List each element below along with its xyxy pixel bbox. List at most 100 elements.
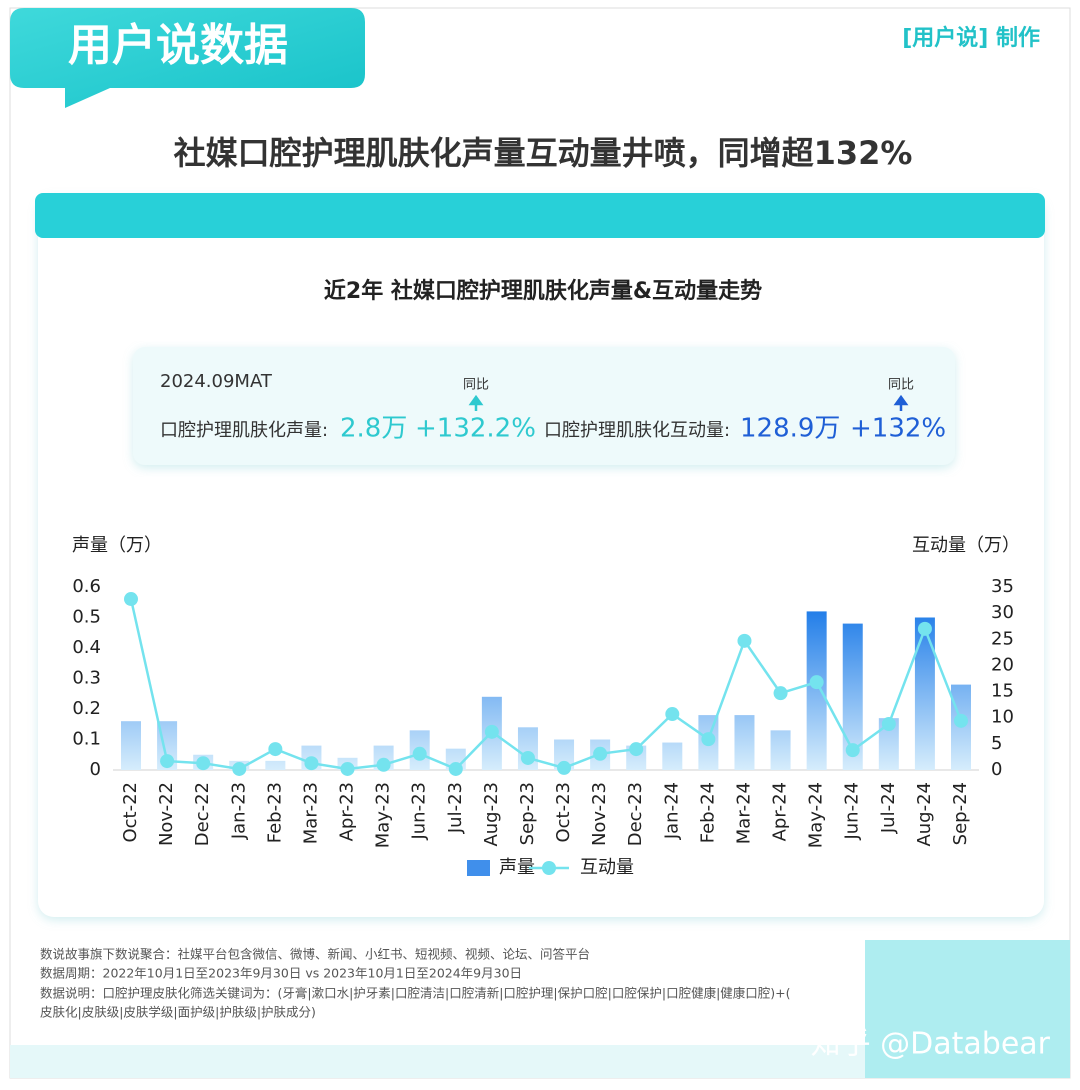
y-tick-label: 0.2 bbox=[72, 698, 101, 719]
legend-swatch bbox=[467, 860, 490, 876]
point bbox=[124, 592, 138, 607]
y2-tick-label: 30 bbox=[991, 602, 1014, 623]
bar bbox=[806, 611, 827, 770]
legend-swatch bbox=[542, 861, 556, 875]
x-tick-label: Sep-24 bbox=[950, 782, 971, 845]
bar bbox=[878, 718, 899, 770]
x-tick-label: May-24 bbox=[806, 782, 827, 848]
yoy-label: 同比 bbox=[463, 378, 489, 393]
x-tick-label: Aug-23 bbox=[481, 782, 502, 847]
x-tick-label: Jan-23 bbox=[228, 782, 249, 840]
y2-tick-label: 15 bbox=[991, 681, 1014, 702]
bar bbox=[662, 742, 683, 770]
point bbox=[809, 675, 824, 690]
point bbox=[232, 761, 247, 776]
point bbox=[376, 757, 391, 772]
chart: 0 0.1 0.2 0.3 0.4 0.5 0.6 0 5 10 15 20 25 30 35 Oct-22 N… bbox=[72, 576, 1014, 878]
y2-tick-label: 25 bbox=[991, 628, 1014, 649]
summary-label: 口腔护理肌肤化声量: bbox=[160, 420, 328, 441]
point bbox=[701, 732, 716, 747]
y2-tick-label: 10 bbox=[991, 707, 1014, 728]
point bbox=[340, 761, 355, 776]
point bbox=[557, 760, 572, 775]
y2-axis-title: 互动量（万） bbox=[912, 535, 1020, 556]
x-tick-label: Aug-24 bbox=[914, 782, 935, 847]
bar bbox=[554, 739, 575, 770]
x-tick-label: Feb-24 bbox=[697, 782, 718, 843]
x-tick-label: Mar-24 bbox=[733, 782, 754, 844]
point bbox=[629, 742, 644, 757]
y-tick-label: 0 bbox=[90, 759, 101, 780]
bar bbox=[770, 730, 791, 770]
corner-block bbox=[865, 940, 1070, 1078]
point bbox=[448, 761, 463, 776]
y2-tick-label: 5 bbox=[991, 733, 1002, 754]
x-tick-label: Jun-23 bbox=[409, 782, 430, 841]
y2-tick-label: 20 bbox=[991, 654, 1014, 675]
x-tick-label: Mar-23 bbox=[300, 782, 321, 844]
x-tick-label: Dec-22 bbox=[192, 782, 213, 846]
point bbox=[773, 686, 788, 701]
x-tick-label: Jan-24 bbox=[661, 782, 682, 840]
bar bbox=[265, 760, 286, 770]
main-title: 社媒口腔护理肌肤化声量互动量井喷，同增超132% bbox=[174, 134, 913, 172]
y2-tick-label: 35 bbox=[991, 576, 1014, 597]
y2-tick-label: 0 bbox=[991, 759, 1002, 780]
x-tick-label: Oct-22 bbox=[120, 782, 141, 843]
point bbox=[845, 743, 860, 758]
y-tick-label: 0.6 bbox=[72, 576, 101, 597]
point bbox=[412, 746, 427, 761]
bar bbox=[914, 617, 935, 770]
point bbox=[593, 746, 608, 761]
x-tick-label: Dec-23 bbox=[625, 782, 646, 846]
x-tick-label: Feb-23 bbox=[264, 782, 285, 843]
y-tick-label: 0.5 bbox=[72, 607, 101, 628]
x-tick-label: Jun-24 bbox=[842, 782, 863, 841]
chart-title: 近2年 社媒口腔护理肌肤化声量&互动量走势 bbox=[324, 278, 762, 304]
summary-value: 128.9万 bbox=[740, 414, 840, 444]
point bbox=[268, 742, 283, 757]
point bbox=[484, 724, 499, 739]
point bbox=[304, 756, 319, 771]
y-tick-label: 0.4 bbox=[72, 637, 101, 658]
summary-value: 2.8万 bbox=[340, 414, 407, 444]
x-tick-label: Oct-23 bbox=[553, 782, 574, 843]
x-tick-label: Jul-23 bbox=[445, 782, 466, 834]
summary-period: 2024.09MAT bbox=[160, 371, 273, 392]
y-axis-title: 声量（万） bbox=[72, 535, 162, 556]
bar bbox=[121, 721, 141, 770]
bar bbox=[734, 715, 755, 770]
bar bbox=[842, 623, 863, 770]
note: 数说故事旗下数说聚合：社媒平台包含微信、微博、新闻、小红书、短视频、视频、论坛、… bbox=[40, 947, 590, 962]
legend-label: 互动量 bbox=[580, 857, 634, 878]
badge: 用户说数据 bbox=[68, 20, 288, 71]
y-tick-label: 0.1 bbox=[72, 729, 101, 750]
yoy-label: 同比 bbox=[888, 378, 914, 393]
summary-yoy: +132% bbox=[850, 414, 946, 444]
point bbox=[520, 750, 535, 765]
point bbox=[917, 621, 932, 636]
note: 数据说明：口腔护理皮肤化筛选关键词为：(牙膏|漱口水|护牙素|口腔清洁|口腔清新… bbox=[40, 986, 791, 1001]
point bbox=[737, 633, 752, 648]
card-header-bar bbox=[35, 193, 1045, 238]
up-arrow bbox=[468, 394, 484, 411]
summary-yoy: +132.2% bbox=[415, 414, 536, 444]
point bbox=[954, 713, 968, 728]
x-tick-label: Nov-22 bbox=[156, 782, 177, 846]
x-tick-label: May-23 bbox=[373, 782, 394, 848]
point bbox=[881, 716, 896, 731]
watermark: 知乎 @Databear bbox=[811, 1027, 1051, 1062]
x-tick-label: Apr-23 bbox=[337, 782, 358, 841]
up-arrow bbox=[893, 394, 909, 411]
x-tick-label: Apr-24 bbox=[770, 782, 791, 841]
point bbox=[196, 756, 211, 771]
credit: [用户说] 制作 bbox=[902, 25, 1040, 51]
summary-label: 口腔护理肌肤化互动量: bbox=[544, 420, 730, 441]
point bbox=[665, 707, 680, 722]
summary-box bbox=[133, 347, 955, 465]
x-tick-label: Nov-23 bbox=[589, 782, 610, 846]
x-tick-label: Sep-23 bbox=[517, 782, 538, 845]
note: 数据周期：2022年10月1日至2023年9月30日 vs 2023年10月1日… bbox=[40, 966, 522, 981]
y-tick-label: 0.3 bbox=[72, 668, 101, 689]
